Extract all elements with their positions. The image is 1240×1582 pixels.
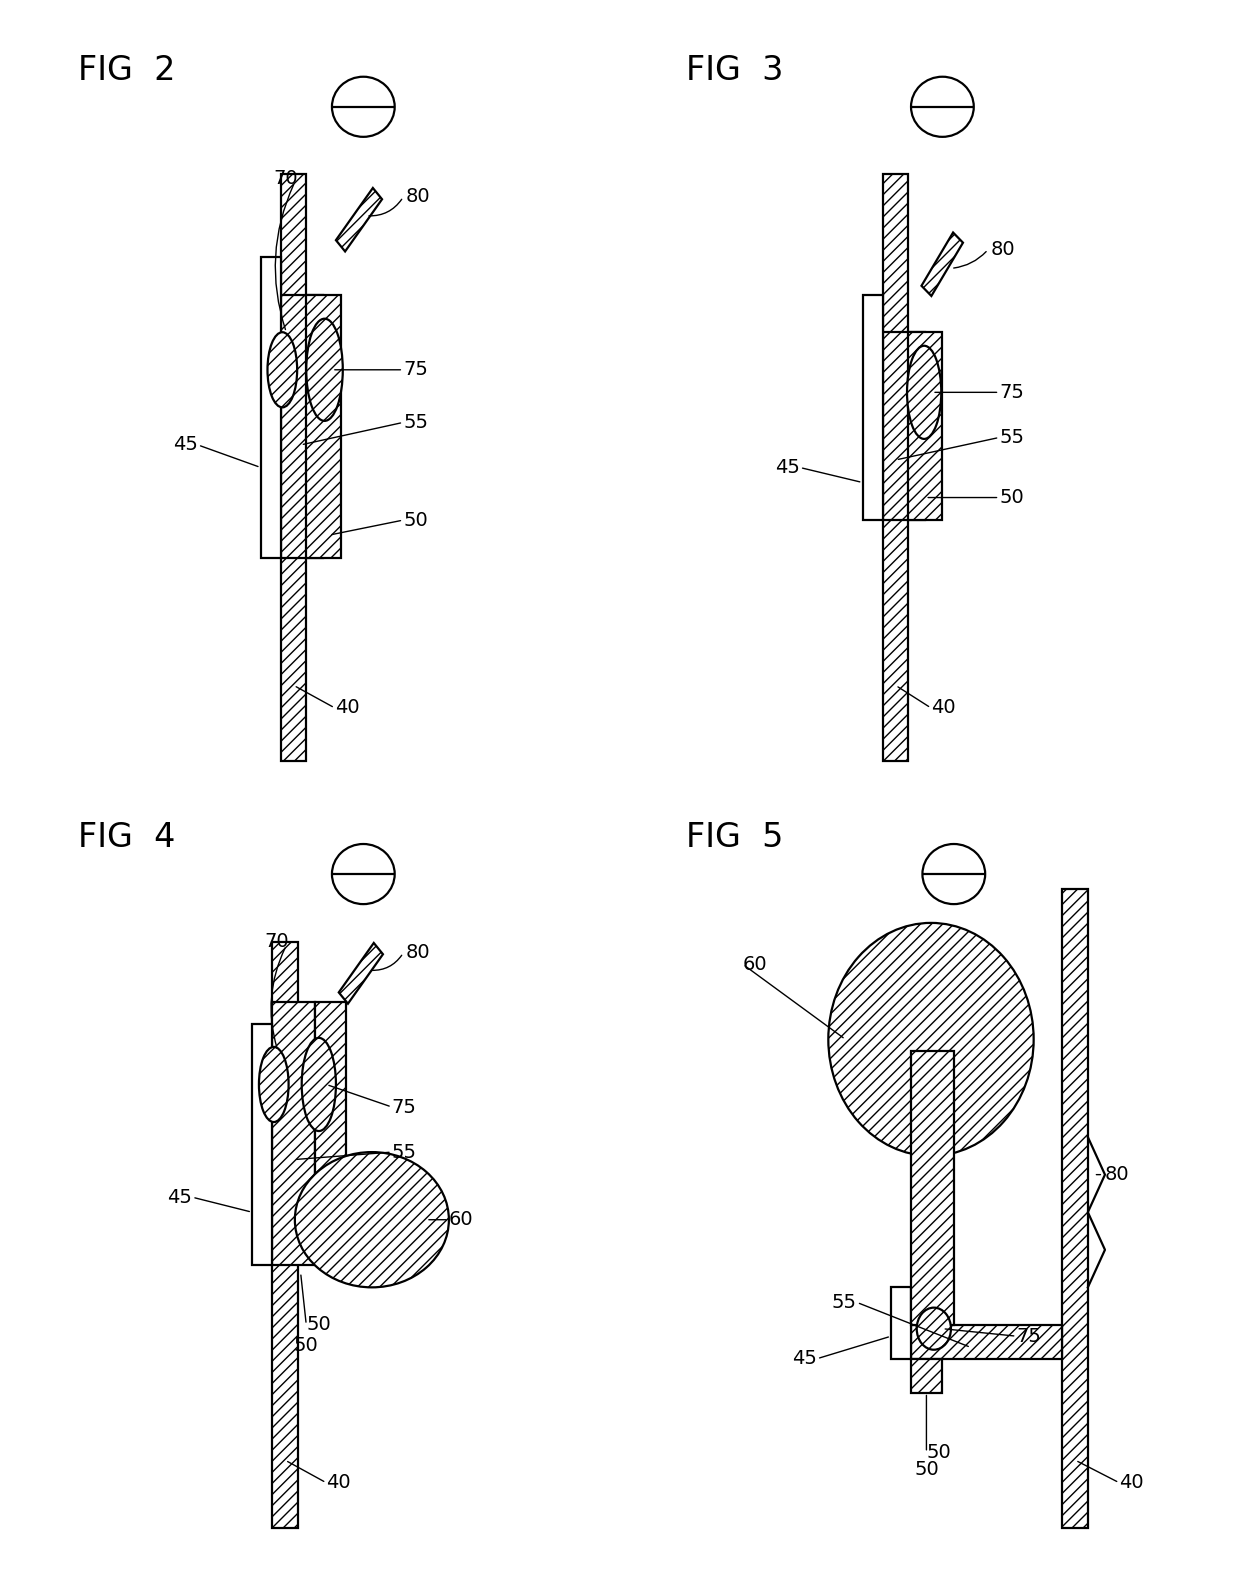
- Text: 50: 50: [306, 1315, 331, 1335]
- Text: 70: 70: [273, 169, 298, 188]
- Text: 75: 75: [1017, 1327, 1042, 1346]
- Ellipse shape: [268, 332, 298, 407]
- Text: 40: 40: [326, 1473, 351, 1492]
- Text: 40: 40: [1120, 1473, 1143, 1492]
- Bar: [280, 294, 324, 557]
- Text: 55: 55: [999, 427, 1024, 448]
- Text: 55: 55: [832, 1292, 857, 1311]
- Bar: [1063, 889, 1087, 1528]
- Text: FIG  5: FIG 5: [686, 821, 784, 854]
- Text: 60: 60: [449, 1210, 474, 1229]
- Ellipse shape: [923, 843, 985, 903]
- Text: 50: 50: [294, 1337, 319, 1356]
- Text: 45: 45: [167, 1188, 192, 1207]
- Ellipse shape: [828, 922, 1034, 1156]
- Text: 75: 75: [403, 361, 428, 380]
- Bar: [892, 1288, 911, 1359]
- Text: 50: 50: [914, 1460, 939, 1479]
- Bar: [280, 174, 306, 761]
- Polygon shape: [921, 233, 963, 296]
- Ellipse shape: [301, 1038, 336, 1131]
- Text: 50: 50: [999, 487, 1024, 508]
- Polygon shape: [339, 943, 383, 1003]
- Text: 75: 75: [999, 383, 1024, 402]
- Bar: [315, 1001, 346, 1212]
- Bar: [911, 1324, 1063, 1359]
- Bar: [908, 332, 942, 520]
- Ellipse shape: [332, 843, 394, 903]
- Ellipse shape: [916, 1308, 951, 1349]
- Text: 40: 40: [335, 698, 360, 718]
- Text: 80: 80: [407, 943, 430, 962]
- Ellipse shape: [332, 76, 394, 138]
- Bar: [883, 332, 925, 520]
- Text: FIG  3: FIG 3: [686, 54, 784, 87]
- Ellipse shape: [906, 346, 941, 438]
- Ellipse shape: [911, 76, 973, 138]
- Text: 40: 40: [931, 698, 956, 718]
- Text: 60: 60: [743, 954, 768, 975]
- Text: 45: 45: [775, 457, 800, 478]
- Bar: [883, 174, 908, 761]
- Text: 70: 70: [264, 932, 289, 951]
- Text: 50: 50: [403, 511, 428, 530]
- Text: 45: 45: [792, 1349, 817, 1368]
- Text: 80: 80: [991, 240, 1016, 259]
- Ellipse shape: [306, 318, 342, 421]
- Text: 55: 55: [403, 413, 428, 432]
- Text: 45: 45: [174, 435, 198, 454]
- Ellipse shape: [259, 1047, 289, 1122]
- Text: 75: 75: [392, 1098, 417, 1117]
- Text: 80: 80: [407, 187, 430, 207]
- Bar: [863, 294, 883, 520]
- Bar: [911, 1050, 954, 1324]
- Text: 50: 50: [926, 1443, 951, 1462]
- Bar: [252, 1025, 272, 1266]
- Text: 55: 55: [392, 1142, 417, 1161]
- Ellipse shape: [295, 1152, 449, 1288]
- Bar: [911, 1359, 942, 1392]
- Bar: [306, 294, 341, 557]
- Bar: [272, 941, 298, 1528]
- Bar: [272, 1001, 315, 1266]
- Text: FIG  2: FIG 2: [78, 54, 176, 87]
- Bar: [260, 256, 280, 557]
- Polygon shape: [336, 188, 382, 252]
- Text: FIG  4: FIG 4: [78, 821, 176, 854]
- Text: 80: 80: [1105, 1164, 1130, 1185]
